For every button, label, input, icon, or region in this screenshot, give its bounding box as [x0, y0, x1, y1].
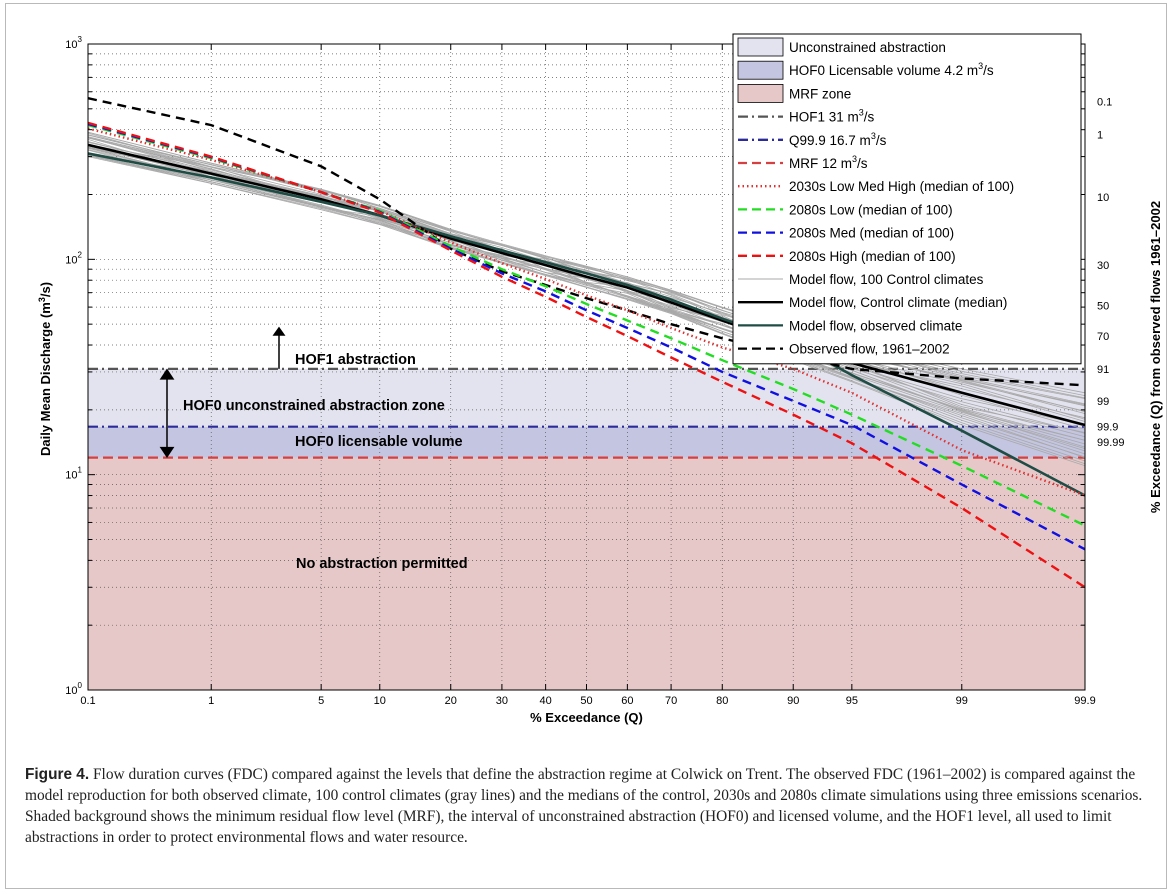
y2-tick-label: 50 [1097, 301, 1109, 313]
y-axis: 100 101 102 103 [65, 35, 1085, 697]
x-tick-label: 5 [318, 695, 324, 707]
y-tick-label: 102 [65, 250, 82, 266]
x-tick-label: 70 [665, 695, 677, 707]
legend-label: HOF0 Licensable volume 4.2 m3/s [789, 61, 994, 78]
caption-text: Flow duration curves (FDC) compared agai… [25, 766, 1143, 846]
legend-label: Observed flow, 1961–2002 [789, 342, 950, 357]
legend-label: MRF zone [789, 86, 851, 101]
y2-tick-label: 99 [1097, 396, 1109, 408]
hof1-arrow-head [272, 326, 286, 336]
legend-label: 2080s Low (median of 100) [789, 202, 953, 217]
annotation-no-abstraction: No abstraction permitted [296, 556, 468, 572]
y-tick-label: 103 [65, 35, 82, 51]
legend-item: HOF0 Licensable volume 4.2 m3/s [737, 60, 994, 80]
legend-item: Model flow, 100 Control climates [738, 272, 984, 287]
y-axis-label: Daily Mean Discharge (m3/s) [37, 282, 53, 456]
annotation-hof0-zone: HOF0 unconstrained abstraction zone [183, 398, 445, 414]
x-tick-label: 95 [846, 695, 858, 707]
legend-item: Observed flow, 1961–2002 [738, 342, 950, 357]
hof0-arrow-head-down [159, 446, 175, 458]
figure-frame [5, 3, 1167, 889]
legend-item: Model flow, observed climate [738, 318, 962, 333]
legend-label: 2080s High (median of 100) [789, 249, 956, 264]
legend-swatch [737, 37, 784, 57]
x-tick-label: 1 [208, 695, 214, 707]
hof0-arrow-head-up [159, 368, 175, 380]
legend: Unconstrained abstraction HOF0 Licensable… [732, 33, 1082, 365]
legend-item: HOF1 31 m3/s [738, 108, 875, 125]
y2-tick-label: 91 [1097, 364, 1109, 376]
legend-item: 2080s High (median of 100) [738, 249, 956, 264]
y2-tick-label: 70 [1097, 331, 1109, 343]
legend-swatch [737, 60, 784, 80]
y2-tick-label: 99.99 [1097, 437, 1125, 449]
y2-tick-label: 30 [1097, 260, 1109, 272]
flow-duration-chart: HOF1 abstraction HOF0 unconstrained abstr… [37, 33, 1163, 725]
x-axis: 0.1 1 5 10 20 30 40 50 60 70 80 90 95 99 99.9 % Exceeda… [80, 44, 1096, 725]
legend-label: Model flow, 100 Control climates [789, 272, 984, 287]
caption-label: Figure 4. [25, 766, 90, 783]
x-tick-label: 40 [540, 695, 552, 707]
figure-caption: Figure 4. Flow duration curves (FDC) com… [25, 764, 1150, 848]
x-tick-label: 30 [496, 695, 508, 707]
legend-box [732, 33, 1082, 365]
legend-item: MRF zone [737, 84, 851, 103]
control-ensemble-line [87, 154, 1086, 458]
legend-item: 2030s Low Med High (median of 100) [738, 179, 1014, 194]
legend-label: 2080s Med (median of 100) [789, 226, 954, 241]
y2-axis-label: % Exceedance (Q) from observed flows 196… [1148, 201, 1163, 513]
x-axis-label: % Exceedance (Q) [530, 710, 643, 725]
x-tick-label: 0.1 [80, 695, 95, 707]
x-tick-label: 10 [374, 695, 386, 707]
legend-label: 2030s Low Med High (median of 100) [789, 179, 1014, 194]
legend-label: Q99.9 16.7 m3/s [789, 131, 887, 148]
y2-tick-label: 99.9 [1097, 422, 1118, 434]
legend-item: 2080s Low (median of 100) [738, 202, 953, 217]
legend-label: MRF 12 m3/s [789, 154, 868, 171]
legend-swatch [737, 84, 784, 103]
legend-item: Unconstrained abstraction [737, 37, 946, 57]
legend-label: HOF1 31 m3/s [789, 108, 875, 125]
x-tick-label: 99.9 [1074, 695, 1095, 707]
legend-item: Q99.9 16.7 m3/s [738, 131, 887, 148]
legend-item: Model flow, Control climate (median) [738, 295, 1007, 310]
y-tick-label: 100 [65, 681, 82, 697]
control-ensemble-line [87, 149, 1086, 445]
x-tick-label: 60 [621, 695, 633, 707]
x-tick-label: 20 [445, 695, 457, 707]
y2-tick-label: 1 [1097, 129, 1103, 141]
y2-tick-label: 0.1 [1097, 97, 1112, 109]
annotation-arrows [159, 326, 286, 458]
legend-label: Model flow, observed climate [789, 318, 962, 333]
x-tick-label: 99 [956, 695, 968, 707]
legend-item: 2080s Med (median of 100) [738, 226, 954, 241]
annotation-hof0-licensable: HOF0 licensable volume [295, 434, 463, 450]
legend-item: MRF 12 m3/s [738, 154, 868, 171]
x-tick-label: 80 [716, 695, 728, 707]
annotation-hof1: HOF1 abstraction [295, 352, 416, 368]
x-tick-label: 50 [580, 695, 592, 707]
x-tick-label: 90 [787, 695, 799, 707]
y-tick-label: 101 [65, 466, 82, 482]
legend-label: Model flow, Control climate (median) [789, 295, 1007, 310]
y2-tick-label: 10 [1097, 192, 1109, 204]
y2-axis: 0.1 1 10 30 50 70 91 99 99.9 99.99 [1097, 97, 1125, 449]
legend-label: Unconstrained abstraction [789, 40, 946, 55]
